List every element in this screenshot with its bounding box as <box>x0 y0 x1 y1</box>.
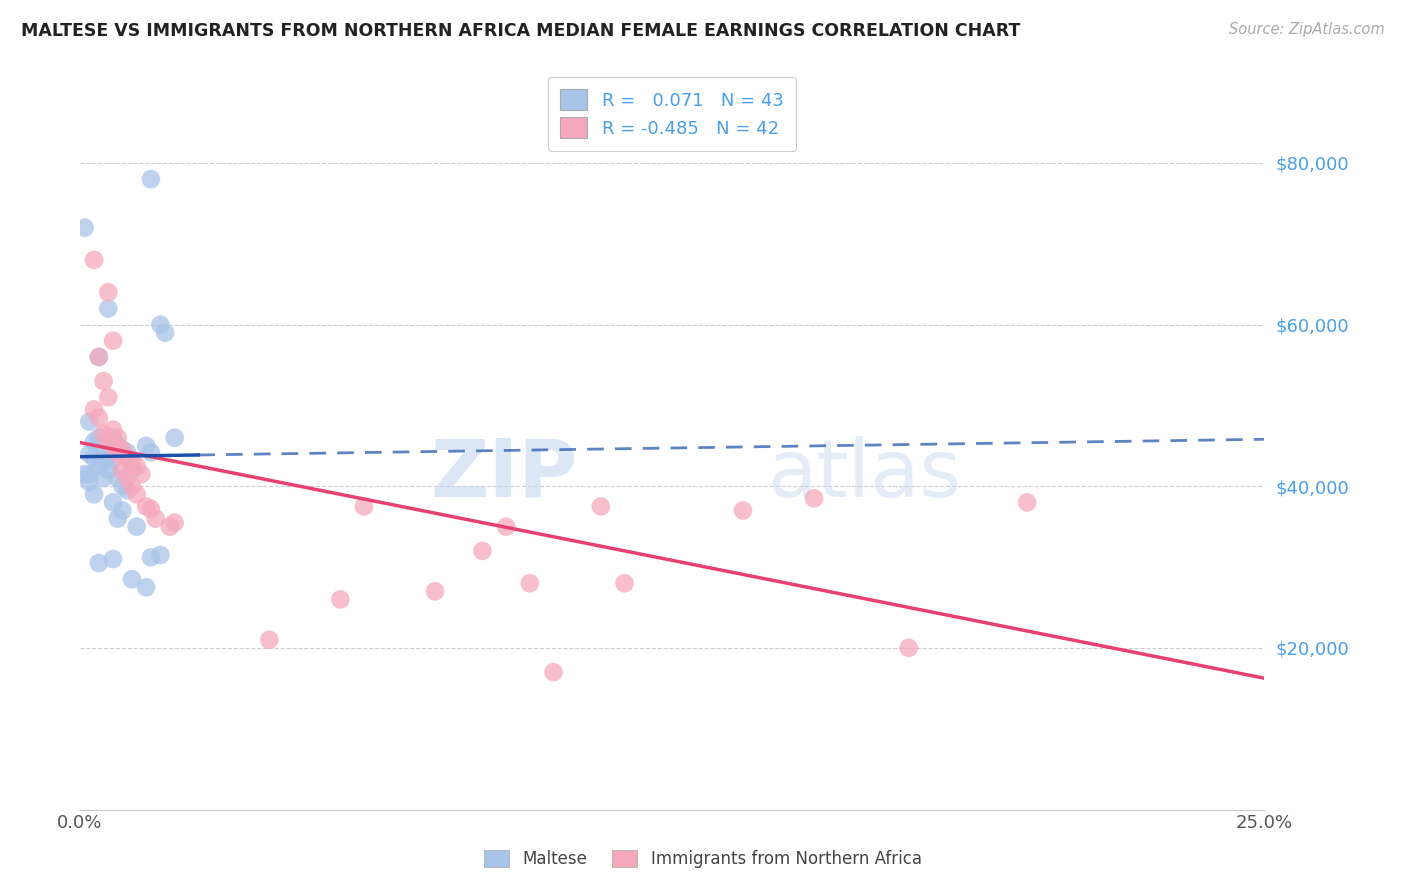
Point <box>97 434 120 449</box>
Point <box>101 453 124 467</box>
Point <box>101 495 124 509</box>
Point <box>93 426 115 441</box>
Point <box>107 439 129 453</box>
Point <box>159 519 181 533</box>
Point <box>111 479 134 493</box>
Point <box>87 350 110 364</box>
Point <box>125 458 148 473</box>
Point <box>93 374 115 388</box>
Point <box>87 458 110 473</box>
Point <box>83 434 105 449</box>
Point <box>115 450 138 465</box>
Point <box>83 487 105 501</box>
Point <box>93 471 115 485</box>
Point <box>87 431 110 445</box>
Point <box>125 487 148 501</box>
Text: Source: ZipAtlas.com: Source: ZipAtlas.com <box>1229 22 1385 37</box>
Point <box>121 479 143 493</box>
Point <box>153 326 176 340</box>
Point <box>1017 495 1039 509</box>
Point <box>803 491 825 506</box>
Point <box>149 318 172 332</box>
Point <box>111 442 134 457</box>
Point <box>97 301 120 316</box>
Point <box>111 503 134 517</box>
Point <box>125 519 148 533</box>
Point <box>519 576 541 591</box>
Point <box>111 442 134 457</box>
Point <box>107 511 129 525</box>
Point <box>731 503 754 517</box>
Point <box>471 544 494 558</box>
Point <box>613 576 636 591</box>
Point <box>423 584 446 599</box>
Point <box>79 475 101 490</box>
Legend: R =   0.071   N = 43, R = -0.485   N = 42: R = 0.071 N = 43, R = -0.485 N = 42 <box>547 77 796 151</box>
Point <box>101 439 124 453</box>
Point <box>97 463 120 477</box>
Point <box>97 449 120 463</box>
Point <box>149 548 172 562</box>
Point <box>93 455 115 469</box>
Point <box>87 556 110 570</box>
Point <box>97 285 120 300</box>
Legend: Maltese, Immigrants from Northern Africa: Maltese, Immigrants from Northern Africa <box>478 843 928 875</box>
Text: atlas: atlas <box>766 436 962 514</box>
Point <box>135 439 157 453</box>
Point <box>139 445 162 459</box>
Point <box>101 431 124 445</box>
Text: ZIP: ZIP <box>430 436 578 514</box>
Point <box>83 252 105 267</box>
Point <box>135 580 157 594</box>
Point <box>79 467 101 482</box>
Point <box>353 500 375 514</box>
Point <box>97 390 120 404</box>
Text: MALTESE VS IMMIGRANTS FROM NORTHERN AFRICA MEDIAN FEMALE EARNINGS CORRELATION CH: MALTESE VS IMMIGRANTS FROM NORTHERN AFRI… <box>21 22 1021 40</box>
Point <box>79 447 101 461</box>
Point <box>83 450 105 465</box>
Point <box>589 500 612 514</box>
Point <box>107 431 129 445</box>
Point <box>145 511 167 525</box>
Point <box>897 640 920 655</box>
Point <box>131 467 153 482</box>
Point <box>87 350 110 364</box>
Point <box>121 572 143 586</box>
Point <box>87 410 110 425</box>
Point <box>93 442 115 457</box>
Point <box>83 402 105 417</box>
Point <box>121 455 143 469</box>
Point <box>163 431 186 445</box>
Point <box>115 445 138 459</box>
Point <box>135 500 157 514</box>
Point <box>111 463 134 477</box>
Point <box>107 471 129 485</box>
Point <box>79 415 101 429</box>
Point <box>73 220 96 235</box>
Point <box>101 334 124 348</box>
Point <box>163 516 186 530</box>
Point <box>259 632 281 647</box>
Point <box>101 423 124 437</box>
Point <box>73 467 96 482</box>
Point <box>121 463 143 477</box>
Point <box>115 483 138 498</box>
Point <box>101 552 124 566</box>
Point <box>107 447 129 461</box>
Point <box>115 471 138 485</box>
Point <box>139 172 162 186</box>
Point <box>139 501 162 516</box>
Point <box>329 592 352 607</box>
Point <box>139 550 162 565</box>
Point <box>543 665 565 680</box>
Point <box>495 519 517 533</box>
